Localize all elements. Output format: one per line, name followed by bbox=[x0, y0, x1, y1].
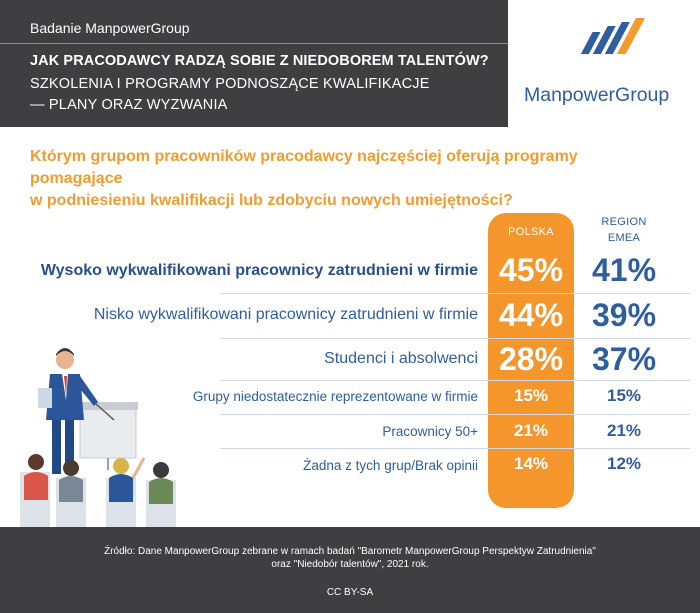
brand-name: ManpowerGroup bbox=[524, 84, 670, 106]
survey-tag: Badanie ManpowerGroup bbox=[30, 20, 190, 36]
row-value-polska: 44% bbox=[498, 297, 564, 333]
row-value-polska: 45% bbox=[498, 252, 564, 288]
question-line-2: w podniesieniu kwalifikacji lub zdobyciu… bbox=[30, 192, 513, 209]
row-value-emea: 21% bbox=[606, 421, 642, 440]
question-line-1: Którym grupom pracowników pracodawcy naj… bbox=[30, 148, 578, 187]
emea-line-1: REGION bbox=[601, 216, 647, 228]
emea-line-2: EMEA bbox=[607, 232, 641, 244]
row-value-emea: 15% bbox=[606, 386, 642, 405]
source-line-1: Źródło: Dane ManpowerGroup zebrane w ram… bbox=[104, 546, 596, 557]
header-banner bbox=[0, 0, 508, 127]
row-value-polska: 21% bbox=[513, 421, 549, 440]
row-divider bbox=[220, 380, 690, 381]
row-value-emea: 41% bbox=[591, 252, 657, 288]
polska-column-highlight bbox=[488, 213, 574, 508]
survey-question: Którym grupom pracowników pracodawcy naj… bbox=[30, 146, 670, 212]
subtitle-line-2: — PLANY ORAZ WYZWANIA bbox=[30, 97, 228, 113]
row-divider bbox=[220, 293, 690, 294]
row-label-high-skilled: Wysoko wykwalifikowani pracownicy zatrud… bbox=[40, 262, 478, 279]
subtitle-line-1: SZKOLENIA I PROGRAMY PODNOSZĄCE KWALIFIK… bbox=[30, 76, 430, 92]
row-divider bbox=[220, 338, 690, 339]
source-line-2: oraz "Niedobór talentów", 2021 rok. bbox=[271, 559, 429, 570]
license-label: CC BY-SA bbox=[326, 587, 374, 598]
row-label-low-skilled: Nisko wykwalifikowani pracownicy zatrudn… bbox=[93, 306, 478, 323]
manpowergroup-logo-icon bbox=[580, 18, 645, 54]
header-divider bbox=[0, 43, 508, 44]
presenter-audience-icon bbox=[20, 348, 176, 528]
page-title: JAK PRACODAWCY RADZĄ SOBIE Z NIEDOBOREM … bbox=[30, 53, 489, 69]
footer-bar bbox=[0, 527, 700, 613]
row-value-emea: 39% bbox=[591, 297, 657, 333]
row-value-polska: 28% bbox=[498, 341, 564, 377]
row-value-emea: 37% bbox=[591, 341, 657, 377]
row-label-none: Żadna z tych grup/Brak opinii bbox=[303, 458, 478, 473]
row-value-polska: 15% bbox=[513, 386, 549, 405]
row-value-polska: 14% bbox=[513, 454, 549, 473]
row-label-workers-50-plus: Pracownicy 50+ bbox=[382, 424, 478, 439]
row-divider bbox=[220, 448, 690, 449]
page-subtitle: SZKOLENIA I PROGRAMY PODNOSZĄCE KWALIFIK… bbox=[30, 74, 430, 116]
row-label-underrepresented: Grupy niedostatecznie reprezentowane w f… bbox=[192, 389, 478, 404]
row-label-students: Studenci i absolwenci bbox=[324, 350, 478, 367]
row-divider bbox=[220, 414, 690, 415]
column-header-polska: POLSKA bbox=[508, 226, 554, 238]
row-value-emea: 12% bbox=[606, 454, 642, 473]
column-header-emea: REGION EMEA bbox=[588, 214, 660, 246]
